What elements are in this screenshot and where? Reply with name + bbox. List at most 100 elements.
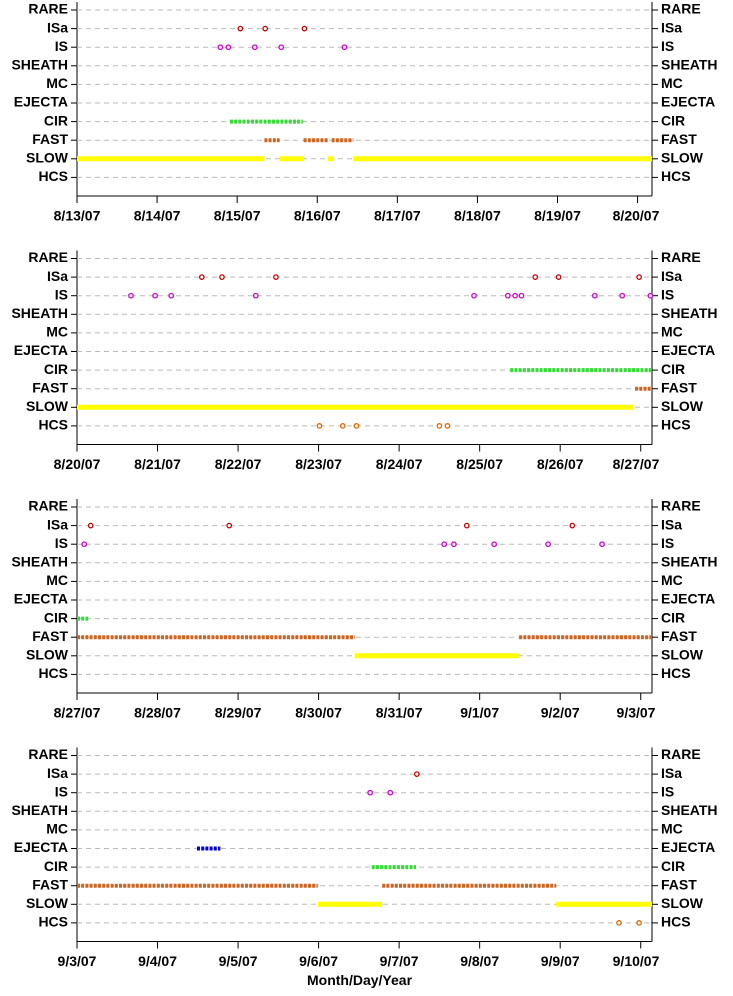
y-tick-label: HCS bbox=[38, 168, 68, 184]
y-tick-label: HCS bbox=[38, 914, 68, 930]
y-tick-label: ISa bbox=[661, 516, 682, 532]
y-tick-label: SHEATH bbox=[661, 57, 718, 73]
y-tick-label: FAST bbox=[32, 131, 68, 147]
y-tick-label: EJECTA bbox=[14, 94, 68, 110]
y-tick-label: IS bbox=[661, 286, 674, 302]
y-tick-label: ISa bbox=[47, 268, 68, 284]
point bbox=[251, 44, 258, 51]
point bbox=[226, 522, 233, 529]
y-tick-label: FAST bbox=[32, 876, 68, 892]
y-tick-label: HCS bbox=[661, 168, 691, 184]
point bbox=[225, 44, 232, 51]
y-tick-label: CIR bbox=[661, 609, 685, 625]
y-tick-label: RARE bbox=[661, 249, 701, 265]
y-tick-label: EJECTA bbox=[14, 591, 68, 607]
y-tick-label: FAST bbox=[661, 876, 697, 892]
x-tick-label: 9/6/07 bbox=[299, 953, 338, 969]
y-tick-label: MC bbox=[46, 821, 68, 837]
point bbox=[301, 25, 308, 32]
y-tick-label: ISa bbox=[47, 516, 68, 532]
y-tick-label: MC bbox=[46, 75, 68, 91]
point bbox=[252, 292, 259, 299]
y-tick-label: RARE bbox=[28, 1, 68, 17]
x-tick-label: 9/10/07 bbox=[613, 953, 660, 969]
y-tick-label: CIR bbox=[661, 361, 685, 377]
y-tick-label: SLOW bbox=[661, 398, 704, 414]
x-tick-label: 8/26/07 bbox=[537, 456, 584, 472]
y-tick-label: CIR bbox=[44, 112, 68, 128]
y-tick-label: HCS bbox=[661, 914, 691, 930]
x-tick-label: 8/16/07 bbox=[294, 208, 341, 224]
point bbox=[198, 274, 205, 280]
point bbox=[387, 789, 394, 796]
y-tick-label: FAST bbox=[661, 379, 697, 395]
y-tick-label: CIR bbox=[44, 609, 68, 625]
y-tick-label: EJECTA bbox=[661, 94, 715, 110]
y-tick-label: RARE bbox=[28, 498, 68, 514]
x-tick-label: 9/8/07 bbox=[460, 953, 499, 969]
x-tick-label: 9/4/07 bbox=[138, 953, 177, 969]
x-tick-label: 8/25/07 bbox=[456, 456, 503, 472]
x-tick-label: 8/17/07 bbox=[374, 208, 421, 224]
x-tick-label: 9/2/07 bbox=[541, 705, 580, 721]
point bbox=[444, 423, 451, 429]
point bbox=[316, 423, 323, 429]
x-tick-label: 8/29/07 bbox=[215, 705, 262, 721]
x-tick-label: 8/20/07 bbox=[613, 208, 660, 224]
y-tick-label: CIR bbox=[661, 112, 685, 128]
y-tick-label: SHEATH bbox=[11, 802, 68, 818]
y-tick-label: CIR bbox=[44, 361, 68, 377]
x-tick-label: 9/3/07 bbox=[617, 705, 656, 721]
point bbox=[619, 292, 626, 299]
x-tick-label: 9/1/07 bbox=[460, 705, 499, 721]
y-tick-label: IS bbox=[55, 783, 68, 799]
y-tick-label: SLOW bbox=[661, 150, 704, 166]
point bbox=[413, 771, 420, 777]
y-tick-label: IS bbox=[661, 783, 674, 799]
y-tick-label: RARE bbox=[661, 1, 701, 17]
point bbox=[636, 920, 642, 926]
x-tick-label: 9/9/07 bbox=[541, 953, 580, 969]
point bbox=[471, 292, 477, 299]
point bbox=[339, 423, 346, 429]
point bbox=[367, 789, 373, 796]
point bbox=[436, 423, 443, 429]
y-tick-label: HCS bbox=[38, 665, 68, 681]
point bbox=[219, 274, 225, 280]
y-tick-label: RARE bbox=[28, 249, 68, 265]
point bbox=[451, 541, 457, 548]
y-tick-label: RARE bbox=[661, 746, 701, 762]
y-tick-label: SHEATH bbox=[661, 554, 718, 570]
point bbox=[491, 541, 498, 548]
y-tick-label: SLOW bbox=[26, 398, 69, 414]
y-tick-label: SLOW bbox=[26, 150, 69, 166]
x-tick-label: 8/24/07 bbox=[376, 456, 423, 472]
point bbox=[636, 274, 642, 280]
point bbox=[569, 522, 576, 529]
point bbox=[237, 25, 244, 32]
y-tick-label: SLOW bbox=[661, 647, 704, 663]
x-tick-label: 8/27/07 bbox=[54, 705, 101, 721]
point bbox=[463, 522, 470, 529]
point bbox=[168, 292, 175, 299]
y-tick-label: IS bbox=[661, 535, 674, 551]
y-tick-label: RARE bbox=[28, 746, 68, 762]
x-tick-label: 8/15/07 bbox=[214, 208, 261, 224]
x-tick-label: 8/19/07 bbox=[534, 208, 581, 224]
y-tick-label: MC bbox=[661, 324, 683, 340]
y-tick-label: IS bbox=[661, 38, 674, 54]
y-tick-label: ISa bbox=[47, 19, 68, 35]
y-tick-label: EJECTA bbox=[14, 839, 68, 855]
x-tick-label: 8/13/07 bbox=[54, 208, 101, 224]
point bbox=[128, 292, 134, 299]
y-tick-label: HCS bbox=[661, 665, 691, 681]
y-tick-label: IS bbox=[55, 286, 68, 302]
y-tick-label: SHEATH bbox=[11, 554, 68, 570]
x-tick-label: 8/30/07 bbox=[295, 705, 342, 721]
y-tick-label: SLOW bbox=[26, 895, 69, 911]
y-tick-label: ISa bbox=[661, 268, 682, 284]
point bbox=[504, 292, 511, 299]
y-tick-label: HCS bbox=[38, 417, 68, 433]
y-tick-label: FAST bbox=[661, 628, 697, 644]
y-tick-label: HCS bbox=[661, 417, 691, 433]
